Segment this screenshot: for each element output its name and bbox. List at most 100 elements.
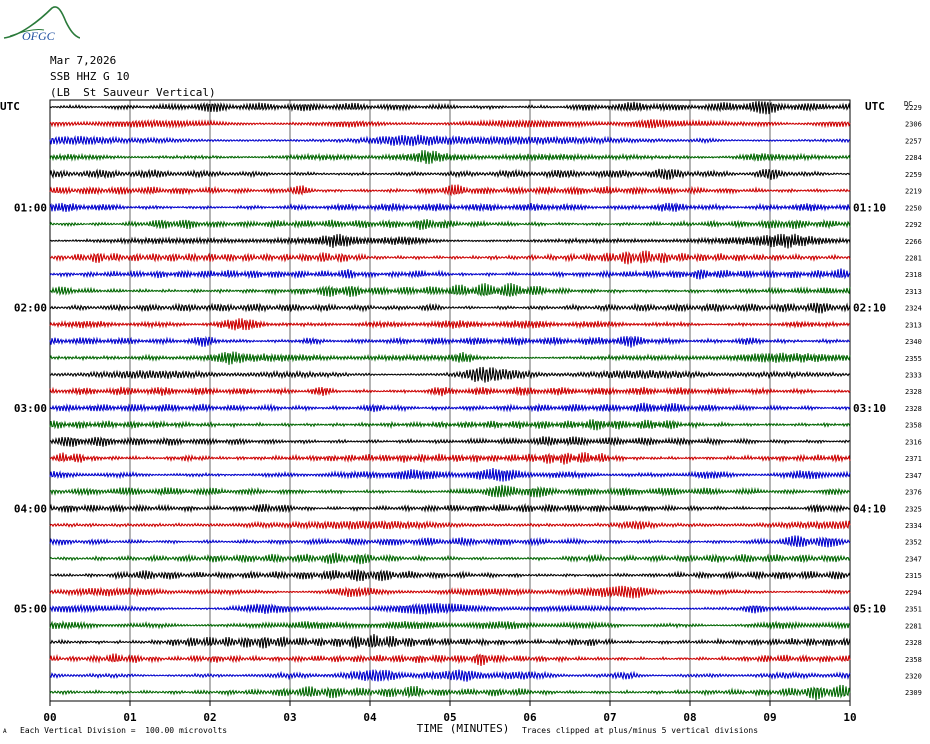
dc-offset-label: 2355 [905, 355, 922, 363]
seismic-trace [49, 620, 851, 631]
x-tick-label: 08 [683, 711, 696, 724]
dc-offset-label: 2250 [905, 204, 922, 212]
seismic-trace [49, 552, 851, 565]
x-tick-label: 02 [203, 711, 216, 724]
dc-offset-label: 2229 [905, 104, 922, 112]
x-tick-label: 05 [443, 711, 456, 724]
seismic-trace [49, 535, 851, 548]
seismic-trace [49, 268, 851, 280]
seismic-trace [49, 633, 851, 649]
dc-offset-label: 2371 [905, 455, 922, 463]
ofgc-logo: OFGC [3, 6, 80, 43]
dc-offset-label: 2333 [905, 372, 922, 380]
dc-offset-label: 2292 [905, 221, 922, 229]
left-utc-label: UTC [0, 100, 20, 113]
seismic-trace [49, 134, 851, 147]
x-tick-label: 00 [43, 711, 56, 724]
dc-offset-label: 2358 [905, 656, 922, 664]
seismic-trace [49, 150, 851, 165]
seismic-trace [49, 602, 851, 615]
dc-offset-label: 2325 [905, 505, 922, 513]
seismic-trace [49, 386, 851, 397]
seismic-trace [49, 351, 851, 365]
seismic-trace [49, 218, 851, 230]
dc-offset-label: 2313 [905, 288, 922, 296]
seismic-trace [49, 452, 851, 465]
dc-offset-label: 2376 [905, 489, 922, 497]
logo-text: OFGC [22, 29, 56, 43]
seismic-trace [49, 318, 851, 331]
left-hour-label: 04:00 [14, 502, 47, 515]
dc-offset-label: 2315 [905, 572, 922, 580]
seismic-trace [49, 101, 851, 115]
left-hour-label: 03:00 [14, 402, 47, 415]
seismic-trace [49, 467, 851, 482]
seismic-trace [49, 569, 851, 582]
seismic-trace [49, 484, 851, 498]
dc-offset-label: 2309 [905, 689, 922, 697]
clip-note: Traces clipped at plus/minus 5 vertical … [522, 726, 759, 735]
seismic-trace [49, 233, 851, 249]
dc-offset-label: 2281 [905, 254, 922, 262]
date-label: Mar 7,2026 [50, 54, 117, 67]
right-hour-label: 04:10 [853, 502, 886, 515]
seismic-trace [49, 684, 851, 701]
dc-offset-label: 2316 [905, 438, 922, 446]
label-group: 00 01 02 03 04 05 06 07 08 09 10 TIME (MINUTES) UTC U… [0, 100, 922, 735]
x-tick-label: 10 [843, 711, 856, 724]
left-hour-label: 01:00 [14, 201, 47, 214]
dc-offset-label: 2328 [905, 405, 922, 413]
seismic-trace [49, 202, 851, 213]
x-axis-title: TIME (MINUTES) [417, 722, 510, 735]
dc-offset-label: 2294 [905, 589, 922, 597]
seismic-trace [49, 653, 851, 666]
dc-label: DC [904, 100, 912, 108]
seismic-trace [49, 335, 851, 348]
x-tick-label: 09 [763, 711, 776, 724]
x-tick-label: 07 [603, 711, 616, 724]
seismic-trace [49, 283, 851, 298]
station-label: SSB HHZ G 10 [50, 70, 130, 83]
seismic-trace [49, 250, 851, 265]
dc-offset-label: 2266 [905, 238, 922, 246]
chart-grid [49, 99, 851, 706]
dc-offset-label: 2306 [905, 121, 922, 129]
corner-mark: A [3, 728, 7, 735]
seismic-trace [49, 302, 851, 314]
seismic-trace [49, 118, 851, 129]
dc-offset-label: 2259 [905, 171, 922, 179]
dc-offset-label: 2219 [905, 188, 922, 196]
seismic-trace [49, 168, 851, 180]
dc-offset-label: 2324 [905, 305, 922, 313]
seismic-trace [49, 519, 851, 531]
dc-offset-label: 2351 [905, 606, 922, 614]
dc-offset-label: 2284 [905, 154, 922, 162]
right-hour-label: 01:10 [853, 201, 886, 214]
right-utc-label: UTC [865, 100, 885, 113]
dc-offset-label: 2328 [905, 388, 922, 396]
scale-note: Each Vertical Division = 100.00 microvol… [20, 726, 228, 735]
left-hour-label: 02:00 [14, 302, 47, 315]
seismic-trace [49, 585, 851, 599]
seismic-trace [49, 402, 851, 414]
x-tick-label: 01 [123, 711, 137, 724]
x-tick-label: 03 [283, 711, 296, 724]
dc-offset-label: 2347 [905, 472, 922, 480]
dc-offset-label: 2320 [905, 672, 922, 680]
dc-offset-label: 2313 [905, 321, 922, 329]
trace-group [49, 101, 851, 701]
seismic-trace [49, 419, 851, 431]
seismic-trace [49, 502, 851, 514]
dc-offset-label: 2340 [905, 338, 922, 346]
dc-offset-label: 2334 [905, 522, 922, 530]
dc-offset-label: 2347 [905, 555, 922, 563]
x-tick-label: 06 [523, 711, 537, 724]
right-hour-label: 05:10 [853, 603, 886, 616]
dc-offset-label: 2358 [905, 422, 922, 430]
right-hour-label: 03:10 [853, 402, 886, 415]
x-tick-label: 04 [363, 711, 377, 724]
dc-offset-label: 2328 [905, 639, 922, 647]
right-hour-label: 02:10 [853, 302, 886, 315]
seismic-trace [49, 184, 851, 197]
